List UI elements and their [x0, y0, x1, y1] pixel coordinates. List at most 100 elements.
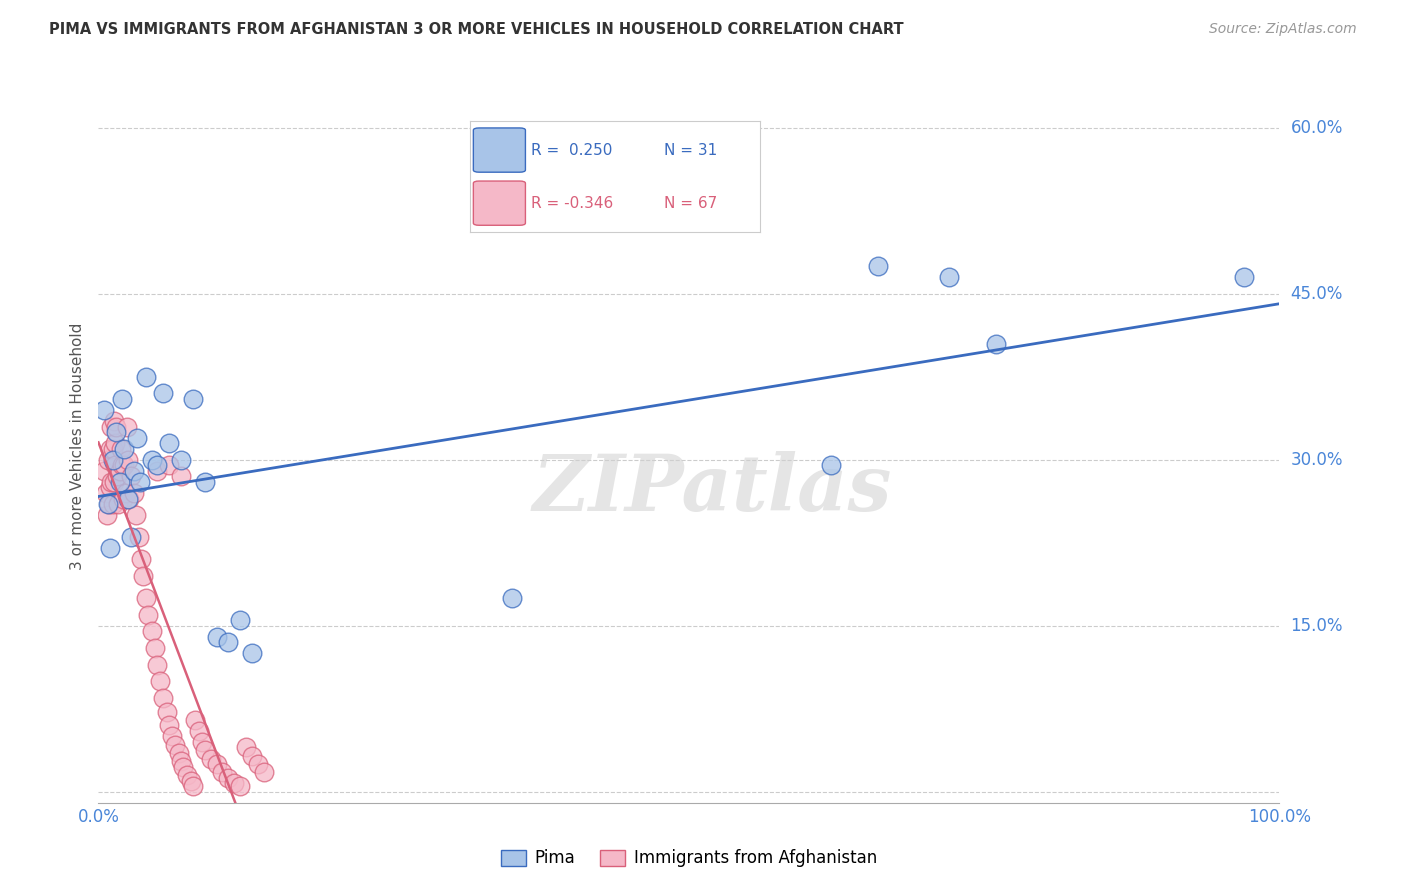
Point	[105, 425, 128, 439]
Point	[122, 486, 145, 500]
Point	[217, 772, 239, 786]
Point	[104, 436, 127, 450]
Point	[112, 442, 135, 456]
Point	[98, 497, 121, 511]
Point	[128, 475, 150, 489]
Point	[200, 751, 222, 765]
Point	[141, 624, 163, 639]
Point	[93, 464, 115, 478]
Point	[111, 392, 134, 406]
Point	[100, 475, 122, 489]
Point	[224, 776, 246, 790]
Point	[117, 453, 139, 467]
Point	[101, 442, 124, 456]
Point	[820, 458, 842, 473]
Point	[156, 705, 179, 719]
Point	[246, 757, 269, 772]
Point	[181, 779, 204, 793]
Point	[129, 552, 152, 566]
Point	[167, 746, 190, 760]
Point	[205, 630, 228, 644]
Text: 30.0%: 30.0%	[1291, 450, 1343, 469]
Text: ZIPatlas: ZIPatlas	[533, 450, 893, 527]
Point	[157, 718, 180, 732]
Point	[98, 481, 121, 495]
Point	[94, 486, 117, 500]
Point	[112, 491, 135, 506]
Point	[240, 749, 263, 764]
Point	[170, 469, 193, 483]
Point	[128, 530, 150, 544]
Point	[157, 458, 180, 473]
Point	[149, 674, 172, 689]
Point	[205, 757, 228, 772]
Point	[122, 464, 145, 478]
Point	[121, 530, 143, 544]
Point	[253, 764, 276, 779]
Point	[127, 431, 149, 445]
Point	[180, 773, 202, 788]
Point	[866, 259, 889, 273]
Point	[103, 414, 125, 428]
Text: Source: ZipAtlas.com: Source: ZipAtlas.com	[1209, 22, 1357, 37]
Point	[98, 442, 121, 456]
Point	[194, 742, 217, 756]
Point	[125, 508, 148, 523]
Point	[184, 713, 207, 727]
Point	[97, 497, 120, 511]
Point	[170, 453, 193, 467]
Point	[104, 458, 127, 473]
Text: N = 31: N = 31	[664, 143, 717, 158]
Point	[229, 613, 252, 627]
Point	[121, 469, 143, 483]
Text: 60.0%: 60.0%	[1291, 119, 1343, 137]
Point	[114, 486, 136, 500]
FancyBboxPatch shape	[474, 181, 526, 226]
Point	[135, 369, 157, 384]
Point	[172, 760, 194, 774]
Point	[938, 270, 960, 285]
Point	[152, 386, 174, 401]
Point	[103, 475, 125, 489]
Point	[118, 491, 141, 506]
Point	[984, 336, 1007, 351]
Point	[141, 453, 163, 467]
Point	[157, 436, 180, 450]
Point	[111, 458, 134, 473]
Point	[235, 740, 257, 755]
Point	[240, 647, 263, 661]
Point	[501, 591, 523, 606]
Text: PIMA VS IMMIGRANTS FROM AFGHANISTAN 3 OR MORE VEHICLES IN HOUSEHOLD CORRELATION : PIMA VS IMMIGRANTS FROM AFGHANISTAN 3 OR…	[49, 22, 904, 37]
Point	[187, 723, 209, 738]
Point	[105, 419, 128, 434]
Point	[211, 764, 233, 779]
Text: 45.0%: 45.0%	[1291, 285, 1343, 303]
Point	[108, 464, 131, 478]
Point	[146, 464, 169, 478]
Point	[107, 497, 129, 511]
Y-axis label: 3 or more Vehicles in Household: 3 or more Vehicles in Household	[70, 322, 86, 570]
Point	[181, 392, 204, 406]
Point	[176, 768, 198, 782]
Point	[191, 735, 214, 749]
Point	[115, 419, 138, 434]
Point	[101, 497, 124, 511]
Point	[136, 607, 159, 622]
Point	[98, 541, 121, 556]
Point	[143, 640, 166, 655]
Point	[160, 730, 183, 744]
Point	[110, 442, 132, 456]
Text: R = -0.346: R = -0.346	[531, 195, 613, 211]
Point	[117, 491, 139, 506]
Point	[100, 419, 122, 434]
Point	[194, 475, 217, 489]
Point	[152, 690, 174, 705]
Text: 15.0%: 15.0%	[1291, 616, 1343, 635]
Point	[105, 469, 128, 483]
Point	[135, 591, 157, 606]
Point	[101, 453, 124, 467]
Point	[170, 754, 193, 768]
Point	[108, 475, 131, 489]
Point	[96, 508, 118, 523]
Point	[112, 458, 135, 473]
